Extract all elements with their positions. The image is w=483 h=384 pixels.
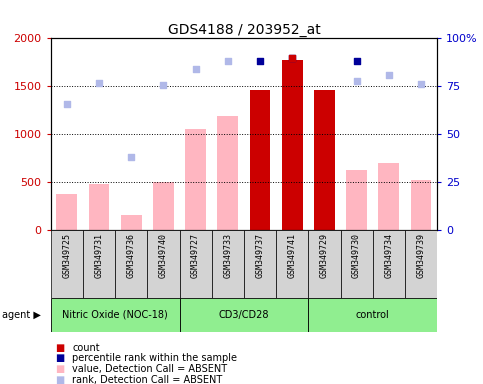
Bar	[88, 184, 110, 230]
Text: GSM349737: GSM349737	[256, 233, 265, 278]
Text: GSM349727: GSM349727	[191, 233, 200, 278]
Text: ■: ■	[56, 343, 65, 353]
Text: GSM349730: GSM349730	[352, 233, 361, 278]
Point	[353, 78, 360, 84]
Point	[128, 154, 135, 161]
Text: rank, Detection Call = ABSENT: rank, Detection Call = ABSENT	[72, 375, 223, 384]
Bar	[276, 230, 308, 298]
Point	[192, 66, 199, 72]
Point	[63, 101, 71, 107]
Text: agent ▶: agent ▶	[2, 310, 41, 320]
Bar	[378, 163, 399, 230]
Point	[95, 79, 103, 86]
Text: ■: ■	[56, 364, 65, 374]
Bar	[341, 230, 373, 298]
Bar	[83, 230, 115, 298]
Text: GSM349731: GSM349731	[95, 233, 103, 278]
Text: GSM349741: GSM349741	[288, 233, 297, 278]
Text: GSM349740: GSM349740	[159, 233, 168, 278]
Point	[353, 58, 360, 65]
Bar	[308, 298, 437, 332]
Text: GSM349725: GSM349725	[62, 233, 71, 278]
Bar	[282, 60, 303, 230]
Bar	[244, 230, 276, 298]
Text: count: count	[72, 343, 100, 353]
Bar	[121, 215, 142, 230]
Bar	[314, 90, 335, 230]
Text: GSM349729: GSM349729	[320, 233, 329, 278]
Text: ■: ■	[56, 353, 65, 363]
Bar	[411, 180, 431, 230]
Bar	[217, 116, 238, 230]
Bar	[57, 194, 77, 230]
Bar	[308, 230, 341, 298]
Text: GSM349739: GSM349739	[416, 233, 426, 278]
Point	[224, 58, 232, 65]
Bar	[51, 298, 180, 332]
Bar	[153, 182, 174, 230]
Point	[288, 55, 296, 61]
Bar	[346, 170, 367, 230]
Text: value, Detection Call = ABSENT: value, Detection Call = ABSENT	[72, 364, 227, 374]
Point	[385, 72, 393, 78]
Text: Nitric Oxide (NOC-18): Nitric Oxide (NOC-18)	[62, 310, 168, 320]
Text: CD3/CD28: CD3/CD28	[219, 310, 269, 320]
Bar	[115, 230, 147, 298]
Point	[288, 55, 296, 61]
Point	[417, 81, 425, 87]
Bar	[51, 230, 83, 298]
Bar	[212, 230, 244, 298]
Text: GSM349734: GSM349734	[384, 233, 393, 278]
Point	[159, 82, 167, 88]
Bar	[405, 230, 437, 298]
Bar	[180, 298, 308, 332]
Text: percentile rank within the sample: percentile rank within the sample	[72, 353, 238, 363]
Bar	[250, 90, 270, 230]
Text: ■: ■	[56, 375, 65, 384]
Bar	[373, 230, 405, 298]
Bar	[180, 230, 212, 298]
Text: control: control	[356, 310, 390, 320]
Bar	[185, 129, 206, 230]
Point	[256, 58, 264, 65]
Text: GSM349736: GSM349736	[127, 233, 136, 278]
Text: GSM349733: GSM349733	[223, 233, 232, 278]
Title: GDS4188 / 203952_at: GDS4188 / 203952_at	[168, 23, 320, 37]
Bar	[147, 230, 180, 298]
